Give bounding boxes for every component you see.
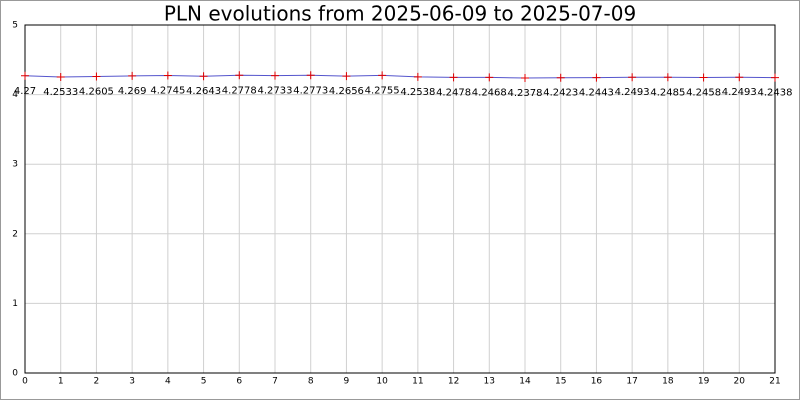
x-tick-label: 6 [236,377,242,387]
x-tick-label: 21 [769,377,780,387]
data-label: 4.2533 [43,87,78,98]
x-tick-label: 5 [201,377,207,387]
x-tick-label: 9 [344,377,350,387]
marker [556,73,565,82]
marker [699,73,708,82]
x-tick-label: 4 [165,377,171,387]
data-label: 4.2538 [400,87,435,98]
data-label: 4.2493 [615,87,650,98]
line [24,74,776,79]
marker [306,71,315,80]
data-label: 4.2493 [722,87,757,98]
data-label: 4.2755 [365,85,400,96]
y-tick-label: 4 [12,90,18,100]
x-tick-label: 8 [308,377,314,387]
data-label: 4.2605 [79,86,114,97]
chart-title: PLN evolutions from 2025-06-09 to 2025-0… [164,2,636,26]
y-tick-label: 2 [12,229,18,239]
marker [521,74,529,83]
marker [56,72,65,81]
data-label: 4.2423 [543,88,578,99]
x-tick-label: 14 [519,377,531,387]
marker [128,71,137,80]
data-label: 4.2438 [758,88,793,99]
marker [449,73,458,82]
marker [663,73,672,82]
marker [592,73,601,82]
data-label: 4.2458 [686,87,721,98]
data-label: 4.2778 [222,85,257,96]
data-label: 4.2733 [258,86,293,97]
marker [92,72,101,81]
x-tick-label: 15 [555,377,566,387]
x-tick-label: 19 [698,377,710,387]
y-tick-label: 5 [12,21,18,31]
x-tick-label: 7 [272,377,278,387]
x-tick-label: 16 [591,377,603,387]
x-tick-label: 0 [22,377,28,387]
x-tick-label: 18 [662,377,674,387]
x-tick-label: 20 [734,377,746,387]
marker [163,71,172,80]
marker [485,73,494,82]
data-label: 4.2443 [579,88,614,99]
data-label: 4.269 [118,86,147,97]
marker [628,73,637,82]
x-tick-label: 17 [626,377,637,387]
x-tick-label: 10 [376,377,388,387]
marker [271,71,279,80]
marker [771,73,779,82]
marker [199,72,208,81]
x-tick-label: 13 [484,377,495,387]
x-tick-label: 12 [448,377,459,387]
x-tick-label: 1 [58,377,64,387]
data-label: 4.2468 [472,87,507,98]
marker [378,71,387,80]
x-tick-label: 11 [412,377,423,387]
y-tick-label: 1 [12,299,18,309]
data-label: 4.2656 [329,86,364,97]
data-label: 4.2478 [436,87,471,98]
y-tick-label: 0 [12,369,18,379]
data-label: 4.27 [14,86,36,97]
plot-frame [24,24,776,374]
data-label: 4.2485 [650,87,685,98]
marker [21,71,29,80]
y-tick-label: 3 [12,160,18,170]
data-label: 4.2378 [508,88,543,99]
data-label: 4.2745 [150,85,185,96]
data-label: 4.2773 [293,85,328,96]
x-tick-label: 2 [94,377,100,387]
marker [235,71,244,80]
x-tick-label: 3 [129,377,135,387]
marker [735,73,744,82]
marker [413,72,422,81]
marker [342,72,351,81]
data-label: 4.2643 [186,86,221,97]
